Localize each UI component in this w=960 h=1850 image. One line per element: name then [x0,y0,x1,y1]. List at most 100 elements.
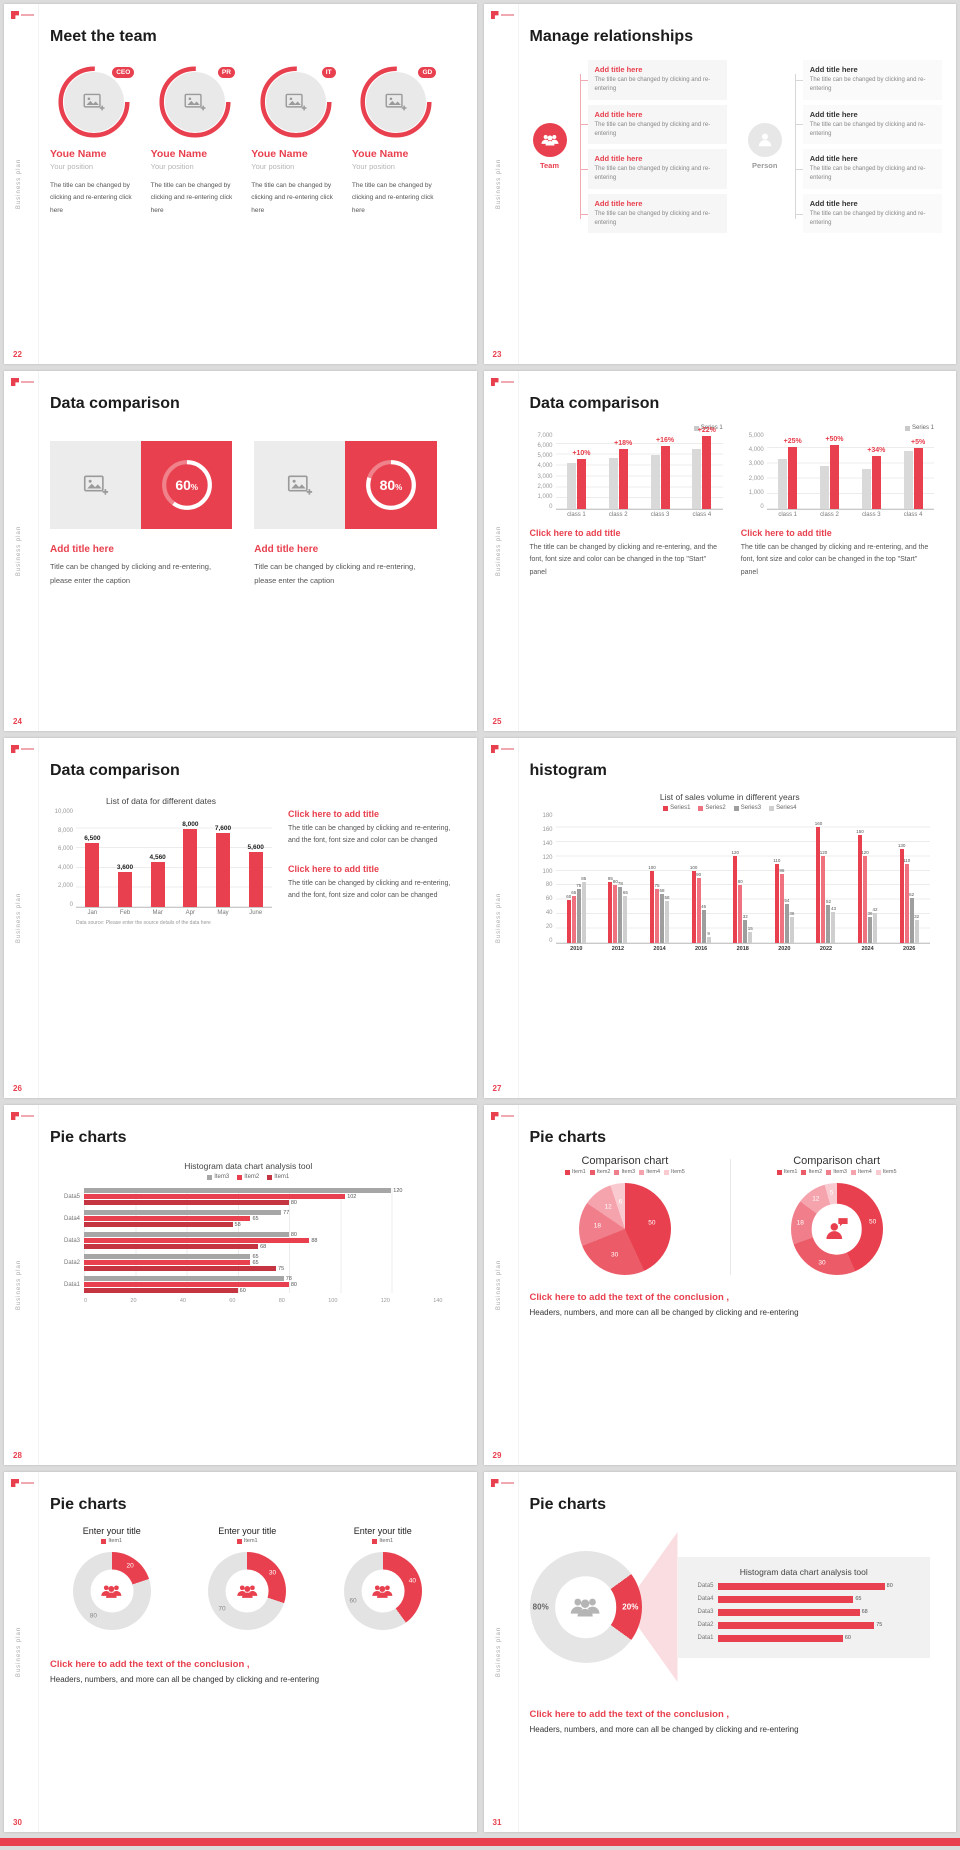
avatar[interactable]: IT [260,66,337,138]
conclusion-title: Click here to add the text of the conclu… [529,1292,730,1303]
card-caption: Title can be changed by clicking and re-… [254,562,416,585]
data-source: Data source: Please enter the source det… [76,920,211,926]
side-divider [38,1105,39,1465]
page-title: Data comparison [50,762,180,779]
chart-panel: Series 1 5,000 4,000 3,000 2,000 1,000 0 +25% +… [741,423,934,579]
avatar[interactable]: CEO [58,66,136,138]
slide-23[interactable]: Business plan Manage relationships Team … [483,4,956,364]
avatar[interactable]: PR [159,66,236,138]
side-divider [517,1105,519,1465]
conclusion-body: Headers, numbers, and more can all be ch… [50,1675,320,1684]
donut-chart: 50 30 18 12 5 [790,1183,883,1275]
slide-24[interactable]: Business plan Data comparison 60% Add ti… [4,371,477,731]
person-label: Person [752,161,778,171]
column-chart: 10,000 8,000 6,000 4,000 2,000 0 6,500 3,600 4,5… [50,809,273,917]
image-placeholder [50,441,142,529]
item-desc: The title can be changed by clicking and… [809,121,926,137]
conclusion: Click here to add the text of the conclu… [530,1287,911,1317]
logo-icon [11,11,19,19]
chart-panels: Series 1 7,000 6,000 5,000 4,000 3,000 2,000 1… [529,423,934,579]
logo-icon [490,378,499,386]
slide-25[interactable]: Business plan Data comparison Series 1 7… [483,371,956,731]
people-icon [100,1579,124,1603]
member-desc: The title can be changed by clicking and… [351,182,434,214]
side-divider [517,371,519,731]
donut-chart: 40 60 [343,1552,422,1630]
slide-26[interactable]: Business plan Data comparison List of da… [4,738,477,1098]
brand-logo [11,1112,34,1120]
bottom-accent-bar [0,1838,960,1846]
logo-line [21,14,34,16]
grouped-column-chart: 180 160 140 120 100 80 60 40 20 0 60 65 75 85 85 80 78 65… [530,813,930,953]
brand-logo [490,745,514,753]
team-circle [532,123,567,158]
donut-row: Enter your title Item1 20 80 Enter your t… [50,1526,445,1630]
relationship-item[interactable]: Add title here The title can be changed … [579,60,727,100]
avatar[interactable]: GD [360,66,438,138]
relationship-item[interactable]: Add title here The title can be changed … [794,60,942,100]
person-node: Person [743,60,787,233]
chart-title: Enter your title [82,1526,141,1536]
chart-legend: Series 1 [741,425,934,431]
sidebar-label: Business plan [495,892,502,944]
avatar-placeholder [265,72,326,132]
side-divider [517,738,519,1098]
side-divider [517,1472,519,1832]
page-number: 30 [13,1818,22,1827]
side-divider [38,4,39,364]
chart-title: Enter your title [353,1526,412,1536]
logo-line [500,14,514,16]
item-desc: The title can be changed by clicking and… [809,210,926,227]
slide-28[interactable]: Business plan Pie charts Histogram data … [4,1105,477,1465]
slide-29[interactable]: Business plan Pie charts Comparison char… [483,1105,956,1465]
panel-body: The title can be changed by clicking and… [740,544,929,576]
member-position: Your position [351,162,395,171]
conclusion-body: Headers, numbers, and more can all be ch… [529,1308,799,1317]
slide-31[interactable]: Business plan Pie charts 20% 80% Histogra… [483,1472,956,1832]
sidebar-label: Business plan [16,892,22,944]
avatar-placeholder [164,72,225,132]
page-title: Meet the team [50,28,157,45]
sidebar-label: Business plan [495,1626,502,1678]
member-name: Youe Name [150,148,208,160]
donut-chart: 20% 80% [529,1551,642,1663]
slide-30[interactable]: Business plan Pie charts Enter your titl… [4,1472,477,1832]
page-number: 29 [492,1451,502,1460]
people-icon [569,1590,603,1624]
slide-22[interactable]: Business plan Meet the team CEO Youe Nam… [4,4,477,364]
panel-heading: Click here to add title [529,528,621,538]
page-number: 27 [492,1084,502,1093]
member-name: Youe Name [351,148,409,160]
page-title: Pie charts [529,1496,606,1513]
chart-block: List of sales volume in different years … [530,792,930,953]
page-number: 31 [492,1818,502,1827]
brand-logo [11,378,34,386]
horizontal-bar-chart: Data5 80 Data4 65 Data3 68 Data2 75 Data1 60 [697,1582,893,1642]
item-title: Add title here [809,65,858,74]
bar-panel: Histogram data chart analysis tool Data5… [677,1556,930,1658]
comparison-card: 60% Add title here Title can be changed … [50,441,233,588]
relationship-item[interactable]: Add title here The title can be changed … [579,149,727,189]
relationship-item[interactable]: Add title here The title can be changed … [794,193,942,234]
item-title: Add title here [809,109,858,119]
card-title: Add title here [254,544,319,555]
logo-line [21,748,34,750]
brand-logo [11,11,34,19]
chart-legend: Item3 Item2 Item1 [54,1174,443,1180]
donut-block: Enter your title Item1 20 80 [50,1526,174,1630]
team-member: IT Youe Name Your position The title can… [251,66,340,217]
relationship-item[interactable]: Add title here The title can be changed … [579,193,727,234]
page-number: 25 [492,717,502,726]
slide-27[interactable]: Business plan histogram List of sales vo… [483,738,956,1098]
chart-title: List of sales volume in different years [659,792,800,802]
relationship-item[interactable]: Add title here The title can be changed … [794,104,942,145]
card-title: Add title here [50,544,114,555]
donut-chart: 20 80 [72,1552,151,1630]
relationship-item[interactable]: Add title here The title can be changed … [794,149,942,189]
relationship-item[interactable]: Add title here The title can be changed … [579,104,727,145]
avatar-arc [58,66,130,138]
logo-icon [11,1479,19,1487]
role-badge: IT [320,66,337,79]
page-number: 23 [492,350,502,359]
